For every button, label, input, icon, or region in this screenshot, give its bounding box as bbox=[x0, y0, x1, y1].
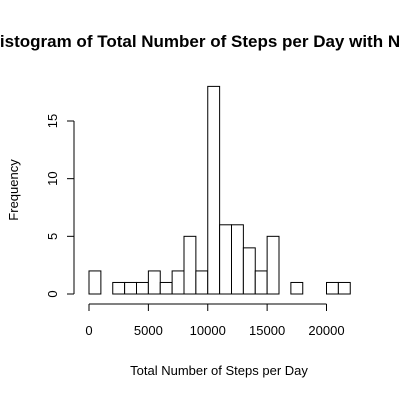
histogram-bar bbox=[266, 235, 280, 295]
x-tick-label: 5000 bbox=[134, 323, 163, 338]
x-axis-label: Total Number of Steps per Day bbox=[130, 363, 308, 378]
histogram-bars bbox=[88, 85, 351, 295]
y-axis-label: Frequency bbox=[6, 159, 21, 221]
histogram-bar bbox=[171, 270, 185, 295]
histogram-bar bbox=[337, 281, 351, 295]
y-tick-label: 15 bbox=[45, 114, 60, 128]
x-tick-label: 15000 bbox=[249, 323, 285, 338]
histogram-bar bbox=[183, 235, 197, 295]
histogram-bar bbox=[159, 281, 173, 295]
histogram-bar bbox=[124, 281, 137, 295]
histogram-bar bbox=[195, 270, 209, 295]
histogram-bar bbox=[242, 247, 256, 295]
histogram-bar bbox=[254, 270, 268, 295]
histogram-bar bbox=[88, 270, 102, 295]
x-tick-label: 20000 bbox=[308, 323, 344, 338]
histogram-bar bbox=[112, 281, 126, 295]
x-axis: 0 5000 10000 15000 20000 bbox=[85, 303, 345, 338]
histogram-bar bbox=[231, 224, 244, 295]
x-tick-label: 0 bbox=[85, 323, 92, 338]
y-tick-label: 10 bbox=[45, 171, 60, 185]
histogram-bar bbox=[147, 270, 161, 295]
x-tick-label: 10000 bbox=[190, 323, 226, 338]
histogram-bar bbox=[207, 85, 221, 295]
histogram-bar bbox=[326, 281, 339, 295]
histogram-bar bbox=[290, 281, 304, 295]
chart-title: Histogram of Total Number of Steps per D… bbox=[0, 32, 400, 51]
y-tick-label: 5 bbox=[45, 233, 60, 240]
y-tick-label: 0 bbox=[45, 290, 60, 297]
histogram-bar bbox=[136, 281, 149, 295]
histogram-bar bbox=[219, 224, 232, 295]
y-axis: 0 5 10 15 bbox=[45, 114, 75, 298]
